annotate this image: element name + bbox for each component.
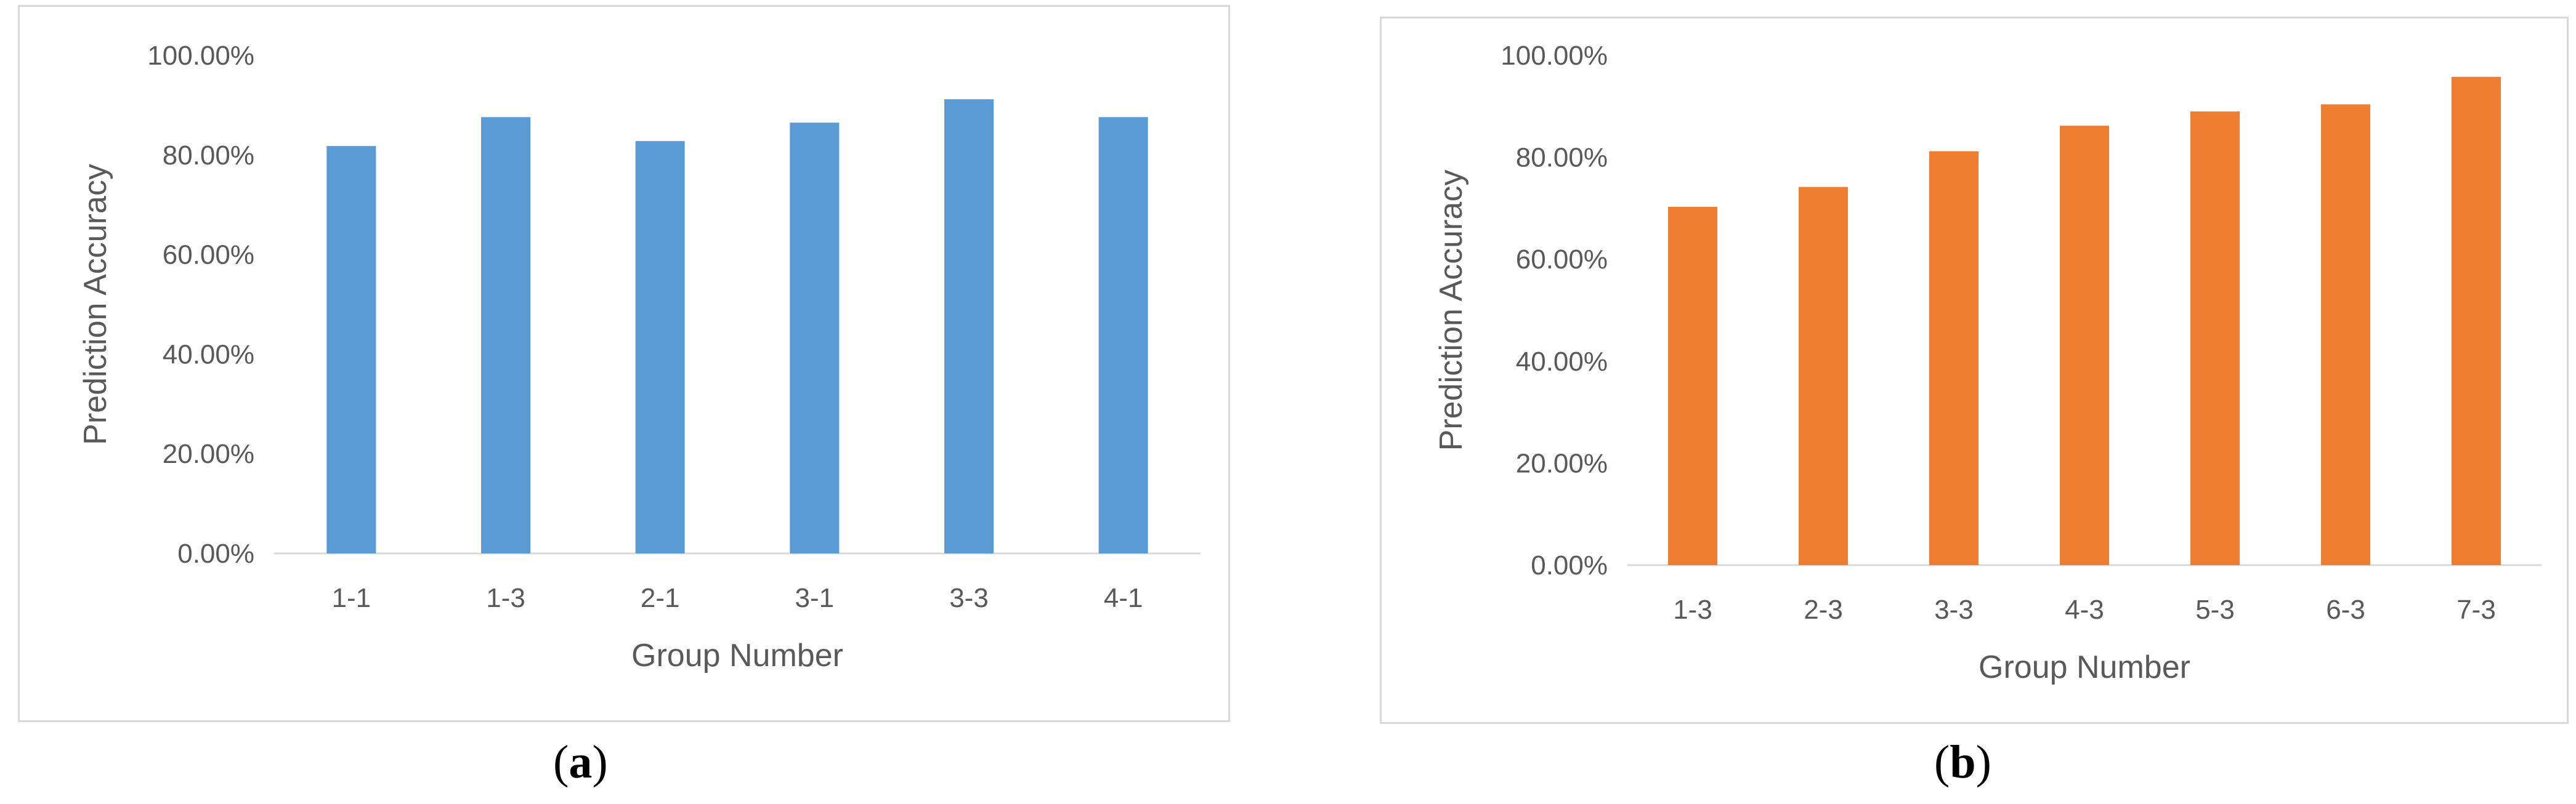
bar-2-1 (635, 141, 685, 553)
y-tick-label: 60.00% (1516, 244, 1608, 275)
y-tick-label: 40.00% (1516, 347, 1608, 377)
y-tick-label: 60.00% (163, 240, 254, 270)
y-tick-label: 20.00% (163, 439, 254, 469)
x-tick-label: 5-3 (2195, 595, 2235, 625)
y-tick-label: 100.00% (147, 41, 254, 71)
x-axis-title: Group Number (631, 638, 843, 673)
x-tick-label: 4-3 (2065, 595, 2104, 625)
caption-b: (b) (1934, 736, 1991, 788)
y-tick-label: 100.00% (1501, 41, 1608, 71)
x-tick-label: 7-3 (2457, 595, 2496, 625)
x-tick-label: 2-1 (641, 583, 680, 613)
chart-panel-a: 0.00% 20.00% 40.00% 60.00% 80.00% 100.00% 1-1 1… (18, 5, 1230, 722)
x-tick-label: 3-1 (795, 583, 835, 613)
bar-3-1 (790, 123, 840, 554)
x-tick-label: 6-3 (2326, 595, 2365, 625)
x-tick-label: 3-3 (1934, 595, 1974, 625)
y-tick-label: 40.00% (163, 339, 254, 369)
bar-chart-b: 0.00% 20.00% 40.00% 60.00% 80.00% 100.00% 1-3 2… (1433, 41, 2542, 685)
y-axis-title: Prediction Accuracy (1433, 170, 1469, 451)
x-axis-title: Group Number (1979, 649, 2190, 685)
y-axis-title: Prediction Accuracy (78, 164, 113, 445)
x-tick-label: 1-3 (1673, 595, 1712, 625)
bar-4-3 (2060, 126, 2109, 565)
y-tick-label: 80.00% (163, 140, 254, 171)
y-tick-label: 20.00% (1516, 448, 1608, 478)
x-tick-label: 3-3 (949, 583, 989, 613)
bar-3-3 (944, 99, 994, 553)
x-tick-label: 2-3 (1804, 595, 1843, 625)
y-tick-label: 0.00% (1531, 550, 1608, 581)
y-tick-label: 80.00% (1516, 143, 1608, 173)
x-tick-label: 1-1 (332, 583, 371, 613)
bar-7-3 (2452, 76, 2501, 565)
bar-1-3 (1668, 206, 1717, 565)
bar-chart-a: 0.00% 20.00% 40.00% 60.00% 80.00% 100.00% 1-1 1… (78, 41, 1201, 673)
y-tick-label: 0.00% (177, 539, 254, 569)
x-tick-label: 4-1 (1104, 583, 1143, 613)
bar-3-3 (1929, 151, 1979, 565)
x-tick-label: 1-3 (486, 583, 525, 613)
bar-4-1 (1098, 117, 1148, 554)
caption-a: (a) (553, 736, 608, 788)
bar-1-1 (326, 146, 376, 553)
chart-panel-b: 0.00% 20.00% 40.00% 60.00% 80.00% 100.00% 1-3 2… (1380, 17, 2569, 724)
bar-5-3 (2190, 111, 2240, 565)
bar-6-3 (2321, 104, 2370, 565)
bar-2-3 (1799, 187, 1848, 565)
bar-1-3 (481, 117, 530, 554)
